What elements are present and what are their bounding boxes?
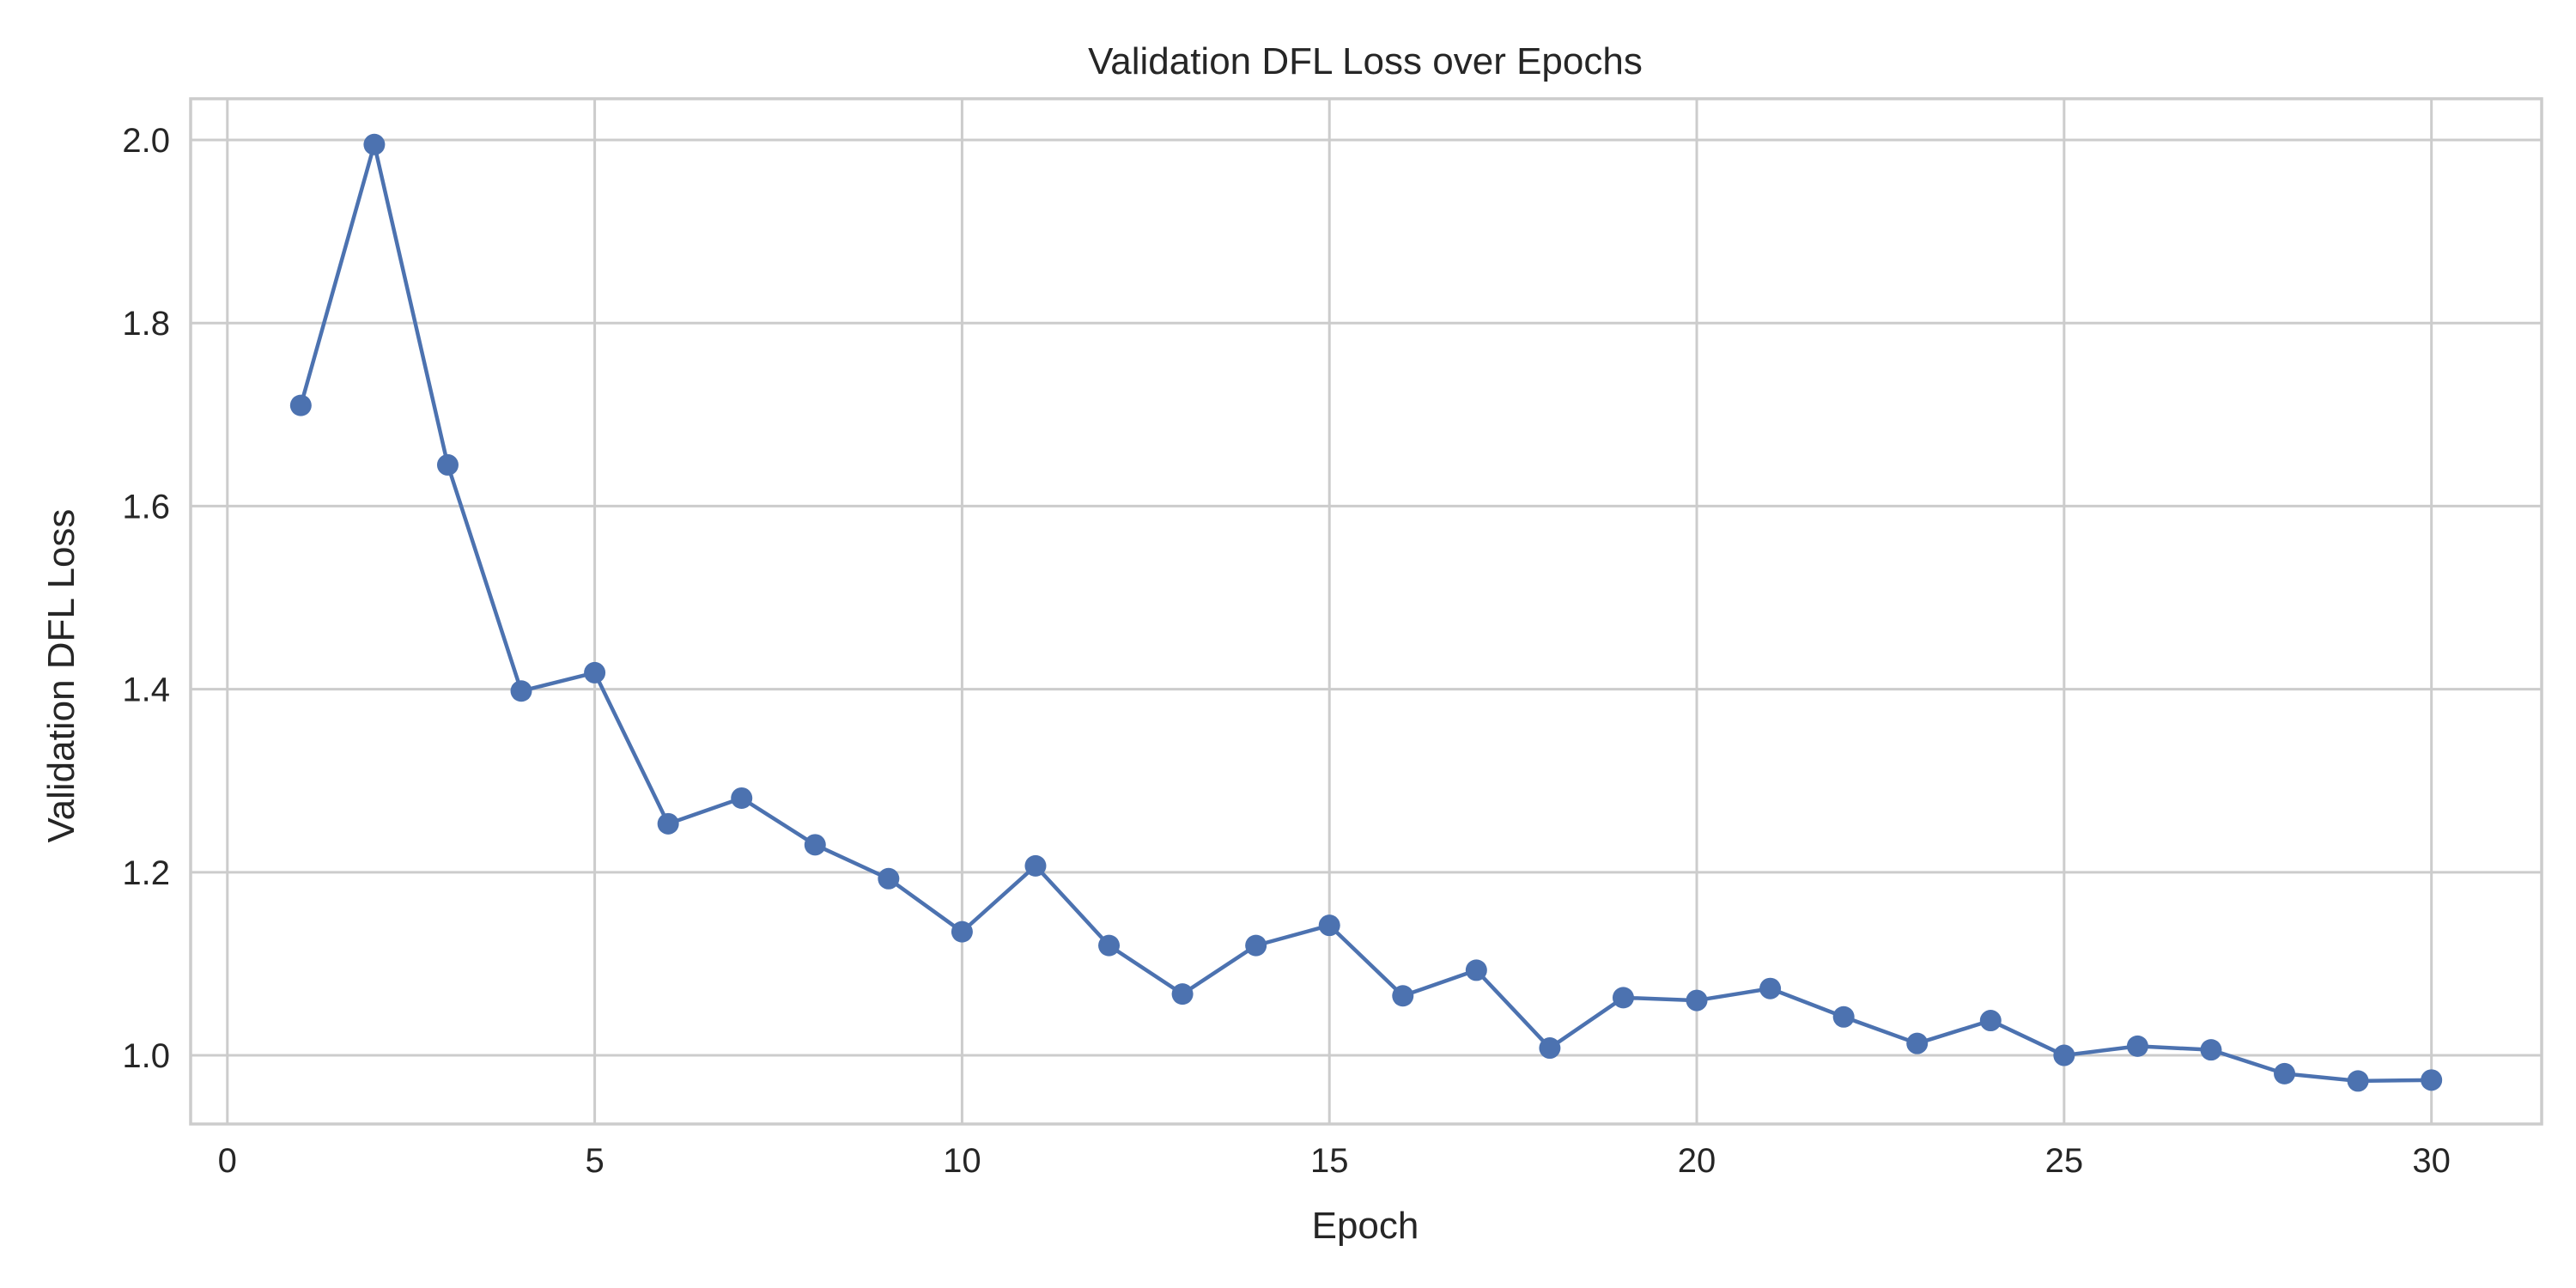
- data-point: [804, 834, 826, 856]
- data-point: [1979, 1010, 2002, 1032]
- x-tick-label: 25: [2045, 1142, 2084, 1180]
- data-point: [2274, 1062, 2296, 1084]
- data-point: [951, 920, 973, 943]
- data-point: [584, 661, 606, 683]
- x-axis-label: Epoch: [1312, 1205, 1419, 1247]
- data-point: [1245, 934, 1267, 957]
- data-point: [2421, 1069, 2443, 1091]
- x-tick-label: 10: [943, 1142, 981, 1180]
- x-tick-label: 20: [1678, 1142, 1716, 1180]
- data-point: [2347, 1070, 2369, 1092]
- data-point: [878, 867, 900, 890]
- data-point: [1612, 987, 1634, 1009]
- y-axis-label: Validation DFL Loss: [40, 509, 82, 843]
- data-point: [1686, 989, 1708, 1012]
- data-point: [510, 680, 532, 702]
- y-tick-label: 1.0: [122, 1037, 170, 1075]
- data-point: [2200, 1039, 2222, 1061]
- y-tick-label: 1.8: [122, 305, 170, 343]
- data-point: [1318, 914, 1340, 937]
- data-point: [1024, 854, 1047, 877]
- data-point: [363, 133, 386, 155]
- series-line: [299, 143, 2432, 1084]
- data-point: [1906, 1032, 1929, 1054]
- plot-frame: [189, 97, 2543, 1126]
- chart-title: Validation DFL Loss over Epochs: [1088, 40, 1643, 82]
- x-tick-label: 15: [1310, 1142, 1349, 1180]
- y-tick-label: 1.2: [122, 854, 170, 892]
- data-point: [1171, 983, 1194, 1005]
- data-point: [657, 812, 679, 835]
- plot-layer: 0 5 10 15 20 25 30 1.0 1.2 1.4 1.6 1.8 2.0: [122, 97, 2543, 1180]
- data-point: [1392, 985, 1414, 1007]
- data-point: [1759, 977, 1782, 999]
- data-point: [2053, 1044, 2075, 1066]
- data-point: [1098, 934, 1121, 957]
- data-point: [1465, 959, 1487, 981]
- data-point: [1832, 1005, 1855, 1028]
- y-tick-label: 2.0: [122, 122, 170, 160]
- data-point: [289, 394, 312, 416]
- y-tick-label: 1.4: [122, 671, 170, 709]
- x-tick-label: 30: [2412, 1142, 2451, 1180]
- data-point: [731, 787, 753, 809]
- data-point: [2126, 1035, 2148, 1057]
- data-point: [1539, 1037, 1561, 1060]
- x-tick-label: 0: [218, 1142, 237, 1180]
- data-point: [436, 453, 459, 476]
- y-tick-label: 1.6: [122, 488, 170, 526]
- x-tick-label: 5: [585, 1142, 604, 1180]
